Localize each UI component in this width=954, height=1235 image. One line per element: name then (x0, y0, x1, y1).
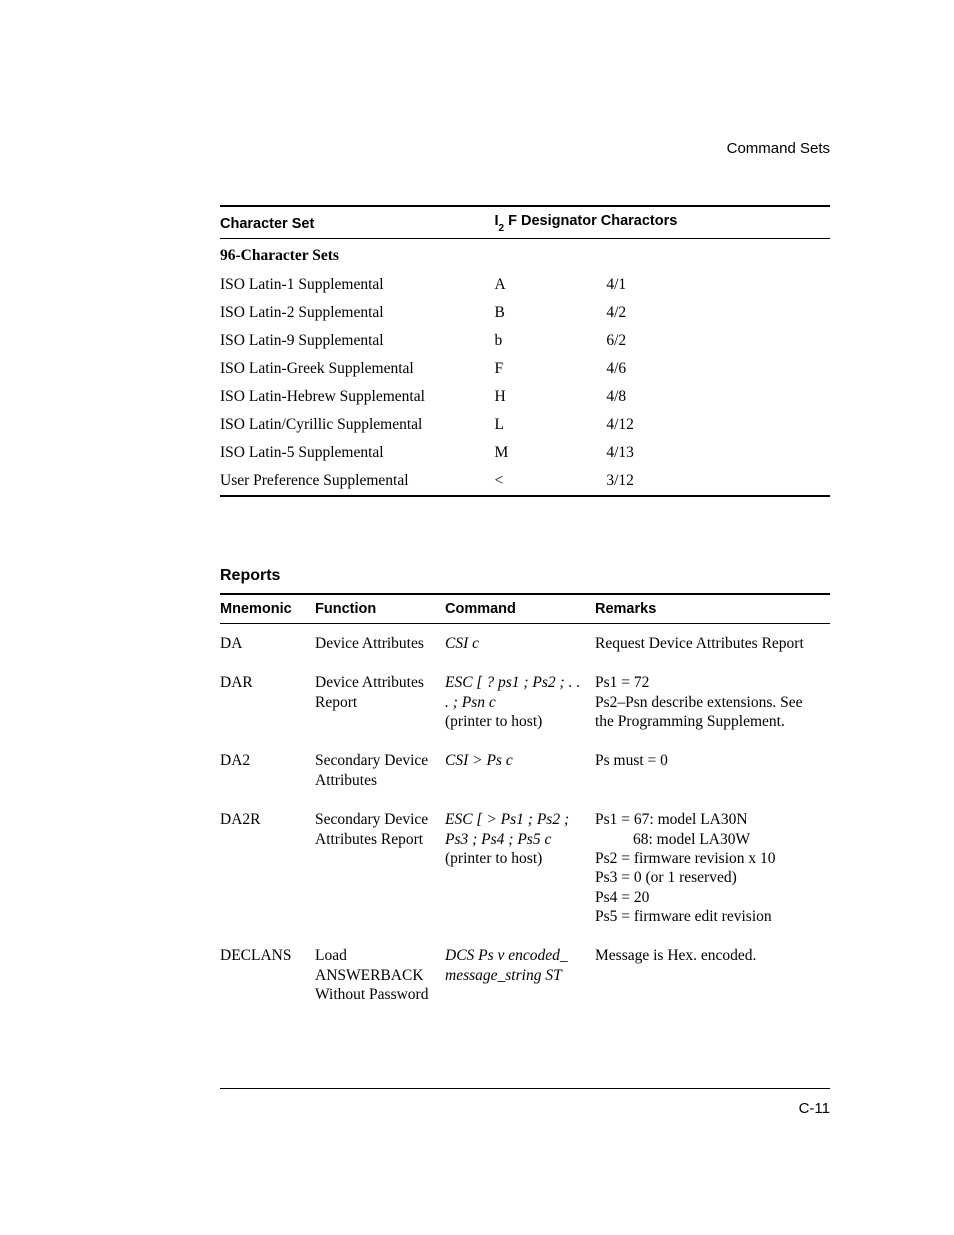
cmd-italic: ESC [ > Ps1 ; Ps2 ; Ps3 ; Ps4 ; Ps5 c (445, 811, 569, 847)
table-row: DAR Device Attributes Report ESC [ ? ps1… (220, 663, 830, 741)
table-row: ISO Latin-Hebrew Supplemental H 4/8 (220, 383, 830, 411)
cell-i2: M (495, 439, 607, 467)
rem-line: Ps3 = 0 (or 1 reserved) (595, 869, 737, 886)
cell-function: Secondary Device Attributes (315, 741, 445, 800)
rem-line: 68: model LA30W (595, 830, 750, 849)
cell-f: 4/6 (606, 355, 830, 383)
table-subheading: 96-Character Sets (220, 238, 830, 271)
cell-i2: H (495, 383, 607, 411)
col-header-function: Function (315, 594, 445, 624)
table-row: DA Device Attributes CSI c Request Devic… (220, 623, 830, 663)
reports-heading: Reports (220, 567, 830, 585)
table-row: ISO Latin-5 Supplemental M 4/13 (220, 439, 830, 467)
cell-mnemonic: DA (220, 623, 315, 663)
cell-f: 6/2 (606, 327, 830, 355)
table-subheading-row: 96-Character Sets (220, 238, 830, 271)
cell-name: ISO Latin-2 Supplemental (220, 299, 495, 327)
character-set-table: Character Set I2 F Designator Charactors… (220, 205, 830, 497)
cell-i2: A (495, 271, 607, 299)
col-header-charset: Character Set (220, 206, 495, 238)
cell-name: ISO Latin-Greek Supplemental (220, 355, 495, 383)
cell-i2: F (495, 355, 607, 383)
cell-name: ISO Latin-5 Supplemental (220, 439, 495, 467)
cmd-italic: CSI > Ps c (445, 752, 513, 769)
cell-i2: < (495, 467, 607, 496)
cmd-italic: CSI c (445, 635, 479, 652)
cell-f: 4/12 (606, 411, 830, 439)
cell-command: ESC [ ? ps1 ; Ps2 ; . . . ; Psn c (print… (445, 663, 595, 741)
running-header: Command Sets (220, 140, 830, 157)
rem-line: Ps1 = 67: model LA30N (595, 811, 748, 828)
table-row: User Preference Supplemental < 3/12 (220, 467, 830, 496)
cell-remarks: Message is Hex. encoded. (595, 936, 830, 1014)
rem-line: Ps5 = firmware edit revision (595, 908, 772, 925)
cell-command: CSI > Ps c (445, 741, 595, 800)
reports-table: Mnemonic Function Command Remarks DA Dev… (220, 593, 830, 1015)
cell-command: DCS Ps v encoded_ message_string ST (445, 936, 595, 1014)
rem-line: Ps4 = 20 (595, 889, 649, 906)
table-header-row: Character Set I2 F Designator Charactors (220, 206, 830, 238)
col-header-designator: I2 F Designator Charactors (495, 206, 831, 238)
cell-function: Device Attributes Report (315, 663, 445, 741)
table-row: ISO Latin/Cyrillic Supplemental L 4/12 (220, 411, 830, 439)
rem-line: Ps2 = firmware revision x 10 (595, 850, 776, 867)
table-row: ISO Latin-9 Supplemental b 6/2 (220, 327, 830, 355)
cell-mnemonic: DA2R (220, 800, 315, 936)
table-header-row: Mnemonic Function Command Remarks (220, 594, 830, 624)
cell-f: 3/12 (606, 467, 830, 496)
cell-function: Device Attributes (315, 623, 445, 663)
table-row: DECLANS Load ANSWERBACK Without Password… (220, 936, 830, 1014)
cell-mnemonic: DA2 (220, 741, 315, 800)
header-rest: F Designator Charactors (504, 213, 677, 229)
cell-f: 4/1 (606, 271, 830, 299)
cell-command: ESC [ > Ps1 ; Ps2 ; Ps3 ; Ps4 ; Ps5 c (p… (445, 800, 595, 936)
cell-name: ISO Latin-1 Supplemental (220, 271, 495, 299)
col-header-mnemonic: Mnemonic (220, 594, 315, 624)
cell-f: 4/8 (606, 383, 830, 411)
table-row: ISO Latin-1 Supplemental A 4/1 (220, 271, 830, 299)
cell-function: Secondary Device Attributes Report (315, 800, 445, 936)
cell-i2: L (495, 411, 607, 439)
cmd-italic: DCS Ps v encoded_ message_string ST (445, 947, 568, 983)
cell-i2: B (495, 299, 607, 327)
cell-f: 4/2 (606, 299, 830, 327)
cell-remarks: Request Device Attributes Report (595, 623, 830, 663)
cell-remarks: Ps must = 0 (595, 741, 830, 800)
footer-rule (220, 1088, 830, 1089)
page-content: Command Sets Character Set I2 F Designat… (220, 140, 830, 1015)
cell-command: CSI c (445, 623, 595, 663)
col-header-command: Command (445, 594, 595, 624)
cell-mnemonic: DECLANS (220, 936, 315, 1014)
page-number: C-11 (799, 1100, 830, 1117)
cell-name: ISO Latin/Cyrillic Supplemental (220, 411, 495, 439)
table-row: DA2R Secondary Device Attributes Report … (220, 800, 830, 936)
cell-i2: b (495, 327, 607, 355)
cell-name: User Preference Supplemental (220, 467, 495, 496)
cmd-note: (printer to host) (445, 713, 542, 730)
cell-remarks: Ps1 = 67: model LA30N 68: model LA30W Ps… (595, 800, 830, 936)
cmd-italic: ESC [ ? ps1 ; Ps2 ; . . . ; Psn c (445, 674, 580, 710)
cell-function: Load ANSWERBACK Without Password (315, 936, 445, 1014)
cell-f: 4/13 (606, 439, 830, 467)
cell-remarks: Ps1 = 72 Ps2–Psn describe extensions. Se… (595, 663, 830, 741)
cmd-note: (printer to host) (445, 850, 542, 867)
header-i: I (495, 213, 499, 229)
cell-mnemonic: DAR (220, 663, 315, 741)
table-row: ISO Latin-2 Supplemental B 4/2 (220, 299, 830, 327)
table-row: ISO Latin-Greek Supplemental F 4/6 (220, 355, 830, 383)
cell-name: ISO Latin-Hebrew Supplemental (220, 383, 495, 411)
table-row: DA2 Secondary Device Attributes CSI > Ps… (220, 741, 830, 800)
col-header-remarks: Remarks (595, 594, 830, 624)
cell-name: ISO Latin-9 Supplemental (220, 327, 495, 355)
header-sub2: 2 (499, 223, 505, 234)
